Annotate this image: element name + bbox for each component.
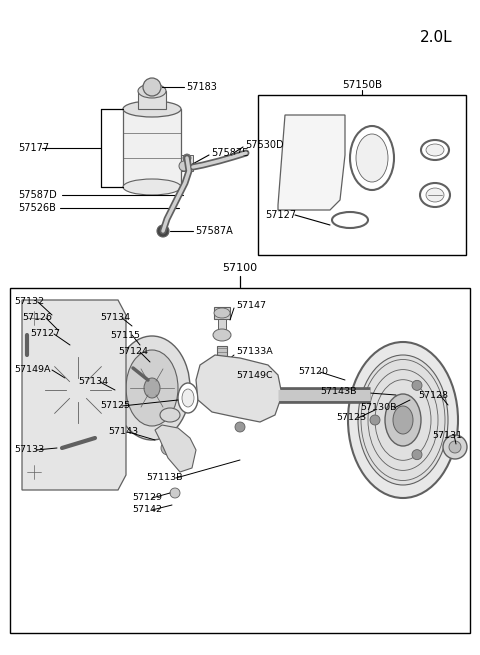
Polygon shape [278, 115, 345, 210]
Text: 57125: 57125 [100, 402, 130, 411]
Ellipse shape [160, 408, 180, 422]
Polygon shape [22, 300, 126, 490]
Text: 57130B: 57130B [360, 403, 396, 413]
Ellipse shape [350, 126, 394, 190]
Ellipse shape [123, 179, 181, 195]
Text: 57126: 57126 [22, 314, 52, 322]
Text: 57177: 57177 [18, 143, 49, 153]
Ellipse shape [348, 342, 458, 498]
Text: 57100: 57100 [222, 263, 258, 273]
Ellipse shape [426, 144, 444, 156]
Circle shape [42, 354, 114, 426]
Circle shape [170, 488, 180, 498]
Bar [217, 346, 227, 366]
Ellipse shape [213, 329, 231, 341]
Bar [214, 307, 230, 319]
Ellipse shape [420, 183, 450, 207]
Bar [218, 319, 226, 335]
Text: 57587A: 57587A [195, 226, 233, 236]
Text: 57134: 57134 [78, 377, 108, 386]
Text: 57530D: 57530D [245, 140, 284, 150]
Text: 57143B: 57143B [320, 388, 357, 396]
Ellipse shape [178, 383, 198, 413]
Ellipse shape [385, 394, 421, 446]
Text: 57129: 57129 [132, 493, 162, 502]
Ellipse shape [292, 140, 328, 184]
Circle shape [412, 449, 422, 460]
Circle shape [183, 154, 191, 162]
Ellipse shape [182, 389, 194, 407]
Text: 57124: 57124 [118, 348, 148, 356]
Ellipse shape [363, 377, 387, 413]
Ellipse shape [384, 382, 402, 408]
Circle shape [27, 311, 41, 325]
Text: 57127: 57127 [30, 329, 60, 339]
Bar [10, 288, 470, 633]
Bar [258, 95, 466, 255]
Ellipse shape [421, 140, 449, 160]
Circle shape [66, 378, 90, 402]
Bar [123, 109, 181, 187]
Circle shape [184, 450, 192, 458]
Circle shape [28, 340, 128, 440]
Text: 57123: 57123 [336, 413, 366, 422]
Text: 57147: 57147 [236, 301, 266, 310]
Ellipse shape [138, 84, 166, 98]
Ellipse shape [332, 212, 368, 228]
Text: 57115: 57115 [110, 331, 140, 339]
Circle shape [412, 381, 422, 390]
Ellipse shape [393, 375, 407, 415]
Ellipse shape [393, 406, 413, 434]
Circle shape [443, 435, 467, 459]
Circle shape [143, 78, 161, 96]
Circle shape [235, 422, 245, 432]
Ellipse shape [114, 336, 190, 440]
Text: 57134: 57134 [100, 314, 130, 322]
Ellipse shape [126, 350, 178, 426]
Ellipse shape [374, 379, 396, 411]
Circle shape [258, 390, 278, 410]
Text: 57149C: 57149C [236, 371, 273, 381]
Circle shape [27, 465, 41, 479]
Text: 57587E: 57587E [211, 148, 248, 158]
Bar [181, 155, 193, 171]
Circle shape [370, 415, 380, 425]
Circle shape [157, 225, 169, 237]
Text: 57128: 57128 [418, 390, 448, 400]
Text: 57127: 57127 [265, 210, 296, 220]
Ellipse shape [123, 101, 181, 117]
Circle shape [205, 375, 225, 395]
Text: 57113B: 57113B [146, 474, 182, 483]
Circle shape [39, 398, 49, 408]
Text: 57131: 57131 [432, 430, 462, 440]
Text: 2.0L: 2.0L [420, 30, 453, 45]
Text: 57142: 57142 [132, 506, 162, 514]
Ellipse shape [144, 378, 160, 398]
Polygon shape [196, 355, 282, 422]
Polygon shape [155, 425, 196, 472]
Ellipse shape [214, 308, 230, 318]
Circle shape [179, 161, 189, 171]
Text: 57150B: 57150B [342, 80, 382, 90]
Text: 57587D: 57587D [18, 190, 57, 200]
Circle shape [183, 162, 191, 170]
Circle shape [57, 443, 67, 453]
Text: 57149A: 57149A [14, 365, 50, 375]
Text: 57133: 57133 [14, 445, 44, 455]
Ellipse shape [358, 355, 448, 485]
Text: 57133A: 57133A [236, 348, 273, 356]
Ellipse shape [406, 381, 424, 409]
Text: 57143: 57143 [108, 428, 138, 436]
Bar [138, 91, 166, 109]
Ellipse shape [356, 134, 388, 182]
Text: 57526B: 57526B [18, 203, 56, 213]
Text: 57120: 57120 [298, 367, 328, 377]
Ellipse shape [426, 188, 444, 202]
Circle shape [449, 441, 461, 453]
Text: 57132: 57132 [14, 297, 44, 307]
Text: 57183: 57183 [186, 82, 217, 92]
Circle shape [161, 441, 175, 455]
Ellipse shape [401, 373, 429, 417]
